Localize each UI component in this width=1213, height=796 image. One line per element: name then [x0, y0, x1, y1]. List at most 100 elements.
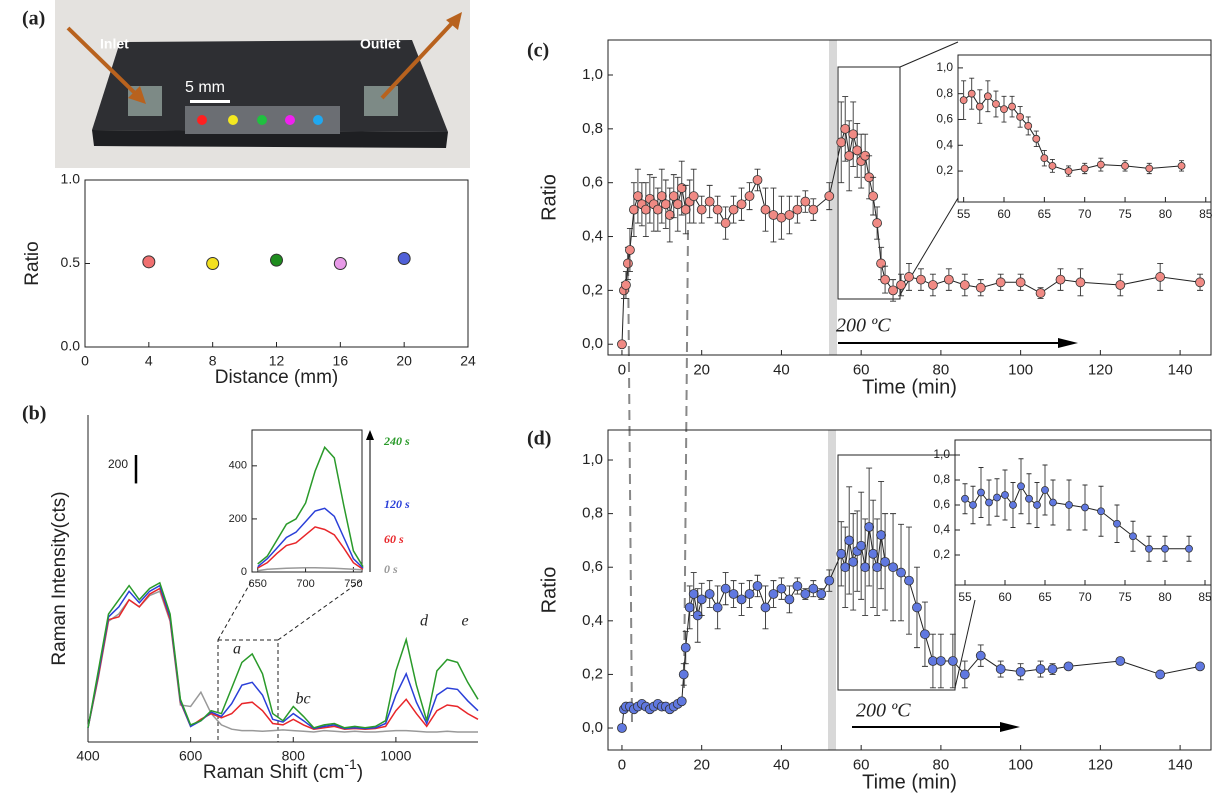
point [1155, 669, 1166, 680]
point [760, 602, 771, 613]
y-tick-label: 0,0 [582, 719, 603, 736]
point [868, 191, 879, 202]
x-tick-label: 65 [1038, 590, 1052, 604]
point [959, 669, 970, 680]
inset-line [257, 507, 364, 569]
x-tick-label: 60 [853, 361, 870, 378]
x-axis-label: Distance (mm) [215, 367, 339, 388]
point [623, 258, 633, 269]
peak-label: e [461, 613, 468, 630]
point [912, 602, 922, 613]
x-tick-label: 8 [209, 352, 217, 368]
outlet-pad [364, 86, 398, 116]
point [993, 493, 1001, 502]
point [947, 656, 958, 666]
legend-label: 240 s [383, 434, 410, 448]
point [880, 556, 890, 567]
point [704, 589, 715, 599]
scale-bar [190, 100, 230, 103]
y-tick-label: 400 [229, 460, 247, 472]
point [985, 498, 993, 507]
legend-label: 0 s [384, 562, 398, 576]
point [995, 277, 1006, 288]
point [1115, 280, 1126, 290]
x-tick-label: 55 [957, 207, 971, 221]
legend-label: 120 s [384, 497, 410, 511]
point [680, 204, 691, 215]
x-tick-label: 85 [1198, 590, 1212, 604]
y-tick-label: 0,6 [933, 497, 950, 511]
x-tick-label: 85 [1199, 207, 1213, 221]
annotation: 200 ºC [856, 700, 911, 722]
point [688, 191, 699, 202]
point [744, 191, 755, 202]
point [676, 696, 687, 707]
y-axis-label: Ratio [538, 174, 560, 221]
point [784, 210, 795, 220]
point [1017, 482, 1025, 491]
zoom-link [217, 579, 253, 641]
x-axis-label: Time (min) [862, 376, 957, 398]
point [961, 494, 969, 503]
point [848, 129, 859, 140]
point [1195, 661, 1205, 672]
x-tick-label: 100 [1008, 756, 1033, 773]
point [1155, 272, 1166, 282]
y-tick-label: 0,2 [933, 547, 950, 561]
point [752, 581, 763, 591]
zoom-link [277, 579, 363, 641]
point [1009, 501, 1017, 509]
point [977, 488, 985, 497]
point [744, 589, 755, 599]
outlet-arrow [380, 18, 457, 100]
x-tick-label: 140 [1168, 756, 1193, 773]
spot [228, 115, 238, 125]
point [928, 280, 938, 290]
y-tick-label: 1,0 [582, 451, 603, 468]
point [712, 602, 723, 613]
point [704, 196, 715, 207]
spectrum-line [87, 581, 479, 729]
point [1041, 486, 1049, 494]
x-tick-label: 650 [249, 578, 267, 590]
point [1096, 160, 1105, 169]
point [696, 594, 707, 605]
point [856, 540, 867, 551]
peak-label: a [233, 641, 241, 658]
point [1049, 498, 1057, 507]
x-tick-label: 40 [773, 756, 790, 773]
outlet-label: Outlet [360, 36, 401, 52]
point [848, 556, 859, 567]
y-tick-label: 0,2 [936, 163, 953, 177]
point [800, 589, 811, 599]
point [625, 245, 635, 255]
y-tick-label: 200 [229, 513, 247, 525]
heating-band [828, 430, 836, 750]
x-tick-label: 120 [1088, 361, 1113, 378]
point [836, 137, 847, 148]
point [872, 218, 883, 228]
y-tick-label: 1.0 [61, 171, 81, 187]
x-tick-label: 65 [1038, 207, 1052, 221]
point [844, 150, 855, 161]
point [720, 583, 731, 594]
chip-edge [92, 130, 448, 148]
point [270, 253, 283, 267]
point [824, 191, 835, 202]
y-tick-label: 0,8 [936, 86, 953, 100]
x-tick-label: 120 [1088, 756, 1113, 773]
point [656, 191, 667, 202]
y-tick-label: 1,0 [933, 447, 950, 461]
y-axis-label: Raman Intensity(cts) [49, 491, 70, 665]
x-tick-label: 80 [933, 756, 950, 773]
panel-label: (a) [22, 8, 45, 30]
y-tick-label: 0 [241, 566, 247, 578]
point [880, 274, 890, 285]
panel-label: (c) [527, 40, 549, 62]
point [696, 204, 707, 215]
point [975, 282, 986, 293]
x-axis-label-part: -1 [344, 756, 357, 772]
zoom-link [954, 599, 976, 689]
y-tick-label: 0,2 [582, 281, 603, 298]
point [983, 92, 992, 101]
